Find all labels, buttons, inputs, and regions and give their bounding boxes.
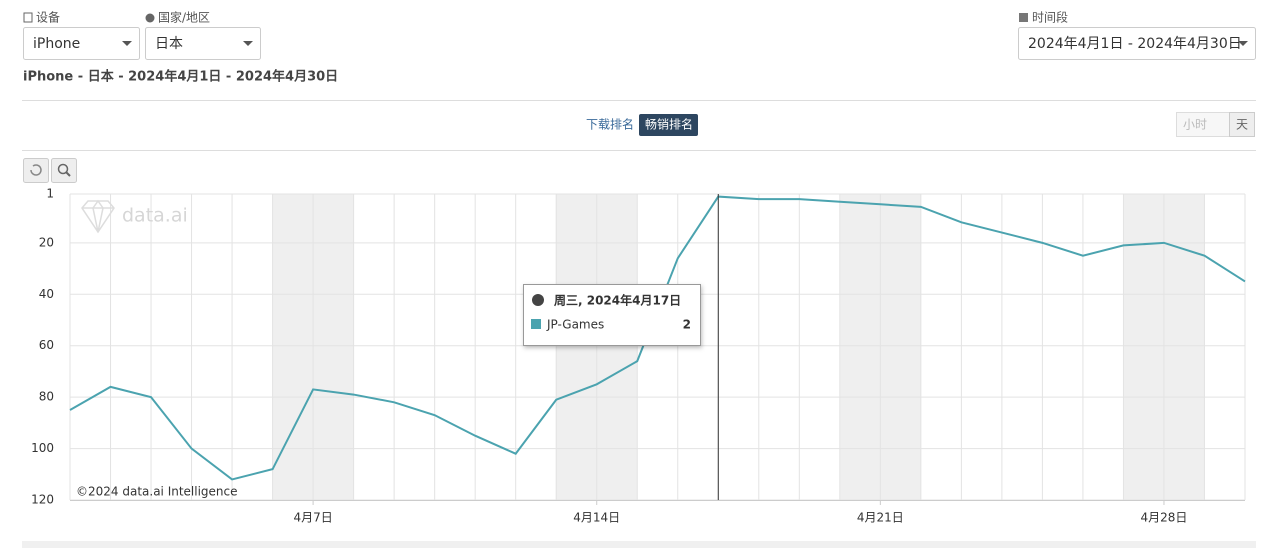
y-tick-label: 40 <box>39 287 54 301</box>
x-tick-label: 4月28日 <box>1141 511 1188 525</box>
period-select[interactable] <box>1018 27 1256 60</box>
y-tick-label: 120 <box>31 493 54 507</box>
tooltip: 周三, 2024年4月17日 JP-Games 2 <box>523 284 701 346</box>
region-label: 国家/地区 <box>158 10 210 25</box>
tab[interactable]: 下载排名 <box>586 117 634 132</box>
device-icon <box>23 12 33 23</box>
granularity-option[interactable]: 小时 <box>1183 118 1207 132</box>
granularity-button[interactable] <box>1229 112 1255 137</box>
region-value[interactable]: 日本 <box>155 36 183 52</box>
device-select[interactable] <box>23 27 140 60</box>
tooltip-series: JP-Games <box>546 318 604 332</box>
zoom-button[interactable] <box>51 158 77 183</box>
reset-button[interactable] <box>23 158 49 183</box>
watermark-logo <box>81 199 115 234</box>
y-tick-label: 1 <box>46 187 54 201</box>
calendar-icon <box>1019 13 1028 22</box>
granularity-option[interactable]: 天 <box>1236 118 1248 132</box>
tooltip-value: 2 <box>683 318 691 332</box>
tooltip-title: 周三, 2024年4月17日 <box>554 293 681 308</box>
device-value[interactable]: iPhone <box>33 36 80 52</box>
watermark: data.ai <box>122 205 188 227</box>
tooltip-box <box>523 284 701 346</box>
period-label: 时间段 <box>1032 10 1068 25</box>
dropdown-caret <box>243 41 253 46</box>
globe-icon <box>532 294 544 306</box>
tab[interactable]: 畅销排名 <box>645 117 693 132</box>
y-tick-label: 20 <box>39 235 54 249</box>
dropdown-caret <box>1238 41 1248 46</box>
x-tick-label: 4月14日 <box>573 511 620 525</box>
tab-active[interactable] <box>639 114 698 136</box>
x-tick-label: 4月7日 <box>293 511 332 525</box>
globe-icon <box>145 13 155 23</box>
x-tick-label: 4月21日 <box>857 511 904 525</box>
device-label: 设备 <box>36 11 60 25</box>
zoom-icon <box>65 171 71 177</box>
tooltip-swatch <box>531 319 541 329</box>
reset-icon <box>30 164 42 176</box>
dropdown-caret <box>122 41 132 46</box>
zoom-icon <box>57 163 69 175</box>
period-value[interactable]: 2024年4月1日 - 2024年4月30日 <box>1028 36 1242 52</box>
y-tick-label: 80 <box>39 390 54 404</box>
footer-bar <box>22 541 1256 548</box>
y-tick-label: 100 <box>31 441 54 455</box>
y-tick-label: 60 <box>39 338 54 352</box>
subtitle: iPhone - 日本 - 2024年4月1日 - 2024年4月30日 <box>23 69 338 85</box>
credit: ©2024 data.ai Intelligence <box>76 485 238 499</box>
region-select[interactable] <box>145 27 261 60</box>
